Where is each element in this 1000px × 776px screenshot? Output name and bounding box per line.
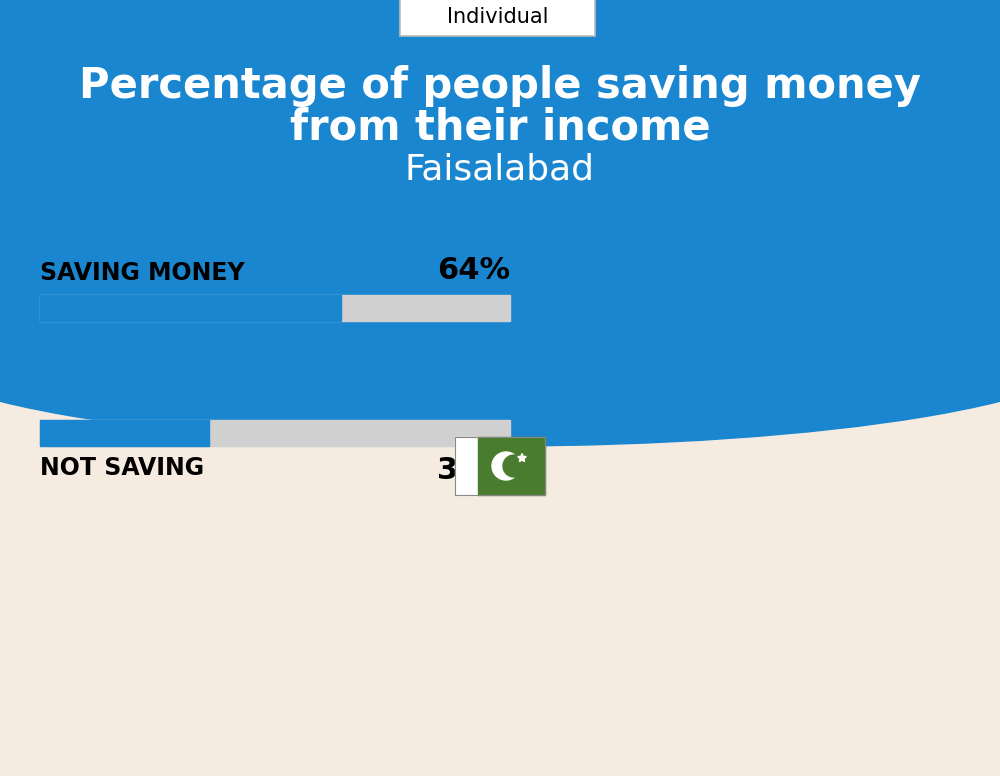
Text: NOT SAVING: NOT SAVING	[40, 456, 204, 480]
Polygon shape	[518, 453, 526, 462]
Circle shape	[492, 452, 520, 480]
Text: SAVING MONEY: SAVING MONEY	[40, 261, 245, 285]
Text: Percentage of people saving money: Percentage of people saving money	[79, 65, 921, 107]
Text: from their income: from their income	[290, 107, 710, 149]
Text: Individual: Individual	[447, 7, 548, 27]
FancyBboxPatch shape	[400, 0, 595, 36]
Circle shape	[503, 455, 525, 477]
Ellipse shape	[0, 246, 1000, 446]
Bar	[455, 437, 545, 495]
Text: Faisalabad: Faisalabad	[405, 153, 595, 187]
Text: 64%: 64%	[437, 256, 510, 285]
Text: 36%: 36%	[437, 456, 510, 485]
Bar	[40, 420, 209, 446]
Bar	[40, 295, 341, 321]
Bar	[0, 0, 1000, 346]
Bar	[40, 295, 510, 321]
Bar	[478, 437, 545, 495]
Bar	[40, 420, 510, 446]
Bar	[455, 437, 478, 495]
